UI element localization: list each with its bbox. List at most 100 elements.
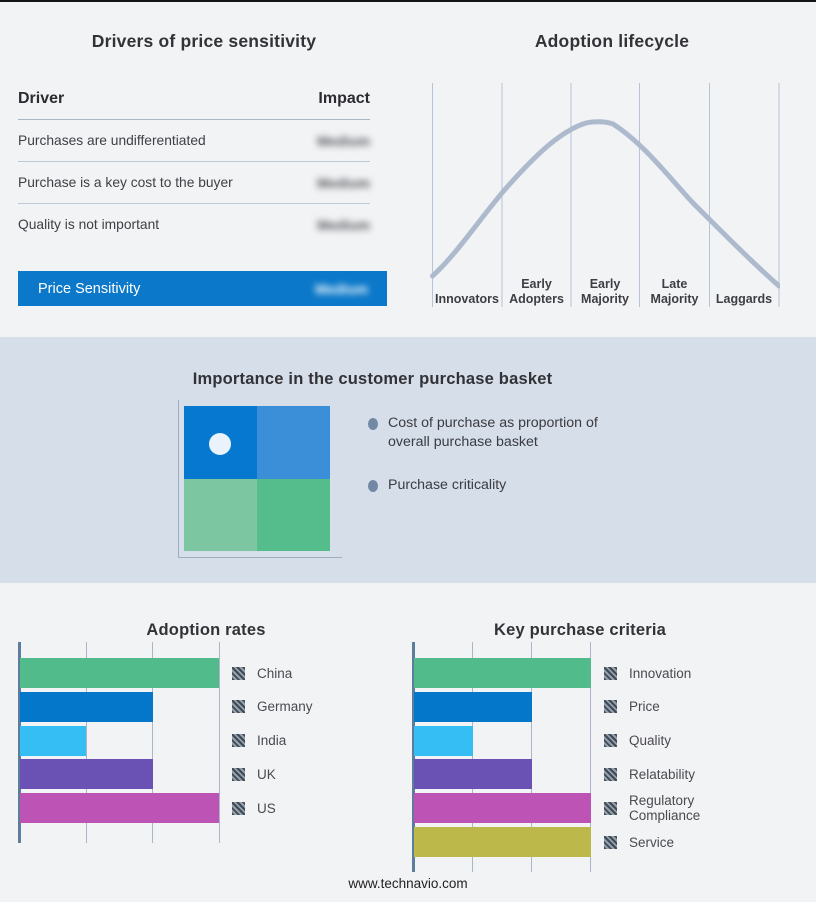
y-axis-line: [18, 642, 21, 843]
drivers-table-header: Driver Impact: [18, 90, 370, 120]
key-purchase-criteria-title: Key purchase criteria: [493, 620, 667, 639]
driver-name: Purchases are undifferentiated: [18, 133, 206, 148]
bar-innovation: [414, 658, 591, 688]
legend-item: Germany: [232, 692, 313, 722]
bullet-item: Cost of purchase as proportion of overal…: [368, 414, 638, 452]
legend-item: Innovation: [604, 658, 691, 688]
quadrant-cell-top-left: [184, 406, 257, 479]
drivers-panel-title: Drivers of price sensitivity: [91, 30, 317, 51]
impact-column-header: Impact: [318, 90, 370, 107]
price-sensitivity-row: Price Sensitivity Medium: [18, 271, 387, 306]
bar-regulatory-compliance: [414, 793, 591, 824]
hatch-swatch-icon: [604, 835, 617, 849]
gridline: [152, 642, 153, 843]
quadrant-cell-bottom-left: [184, 478, 257, 551]
quadrant-x-axis: [178, 557, 342, 558]
bar-relatability: [414, 759, 532, 790]
driver-table-row: Purchases are undifferentiated Medium: [18, 120, 370, 162]
bullet-item: Purchase criticality: [368, 476, 638, 495]
price-sensitivity-label: Price Sensitivity: [38, 280, 141, 297]
legend-label: China: [257, 665, 293, 681]
bar-service: [414, 827, 591, 857]
hatch-swatch-icon: [604, 734, 617, 748]
hatch-swatch-icon: [604, 666, 617, 680]
driver-column-header: Driver: [18, 90, 65, 107]
hatch-swatch-icon: [232, 767, 245, 781]
bullet-dot-icon: [368, 480, 378, 492]
legend-item: Regulatory Compliance: [604, 793, 700, 823]
driver-table-row: Purchase is a key cost to the buyer Mediu…: [18, 162, 370, 204]
impact-value: Medium: [317, 132, 370, 149]
lifecycle-stage-label: Laggards: [715, 292, 773, 306]
hatch-swatch-icon: [604, 700, 617, 714]
hatch-swatch-icon: [604, 767, 617, 781]
key-purchase-criteria-plot: [412, 642, 593, 872]
gridline: [86, 642, 87, 843]
legend-item: US: [232, 793, 276, 823]
driver-name: Quality is not important: [18, 217, 160, 232]
bar-quality: [414, 725, 473, 756]
gridline: [531, 642, 532, 872]
bar-china: [20, 658, 219, 688]
lifecycle-stage-label: Innovators: [435, 292, 499, 306]
basket-bullet-list: Cost of purchase as proportion of overal…: [368, 414, 638, 519]
legend-item: China: [232, 658, 292, 688]
lifecycle-stage-label: Late Majority: [650, 277, 699, 306]
legend-item: India: [232, 726, 286, 756]
bullet-text: Purchase criticality: [388, 477, 507, 493]
bullet-dot-icon: [368, 418, 378, 430]
legend-label: Germany: [257, 699, 313, 715]
impact-value: Medium: [317, 174, 370, 191]
impact-value: Medium: [317, 216, 370, 233]
legend-item: Quality: [604, 726, 671, 756]
purchase-basket-quadrant: [184, 406, 330, 551]
bar-india: [20, 725, 87, 756]
top-border-strip: [0, 0, 816, 2]
driver-table-row: Quality is not important Medium: [18, 204, 370, 245]
quadrant-y-axis: [178, 400, 179, 558]
bullet-text: Cost of purchase as proportion of overal…: [388, 415, 598, 450]
legend-label: Service: [629, 834, 675, 850]
bell-curve-graphic: [430, 83, 780, 307]
basket-panel-title: Importance in the customer purchase bask…: [192, 369, 553, 388]
price-sensitivity-impact-value: Medium: [315, 280, 368, 297]
adoption-rates-plot: [18, 642, 221, 843]
hatch-swatch-icon: [232, 734, 245, 748]
legend-item: Price: [604, 692, 660, 722]
legend-label: Innovation: [629, 665, 692, 681]
lifecycle-stage-label: Early Adopters: [509, 277, 564, 306]
quadrant-marker-dot: [209, 433, 231, 455]
hatch-swatch-icon: [232, 700, 245, 714]
legend-label: India: [257, 733, 287, 749]
adoption-lifecycle-chart: Innovators Early Adopters Early Majority La…: [428, 81, 780, 309]
quadrant-cell-bottom-right: [257, 478, 330, 551]
legend-label: Regulatory Compliance: [629, 793, 701, 824]
legend-label: Quality: [629, 733, 672, 749]
legend-label: US: [257, 800, 276, 816]
lifecycle-stage-label: Early Majority: [581, 277, 629, 306]
quadrant-cell-top-right: [257, 406, 330, 479]
purchase-basket-band: [0, 337, 816, 583]
hatch-swatch-icon: [232, 666, 245, 680]
y-axis-line: [412, 642, 415, 872]
gridline: [472, 642, 473, 872]
gridline: [590, 642, 591, 872]
legend-item: UK: [232, 759, 276, 789]
driver-name: Purchase is a key cost to the buyer: [18, 175, 233, 190]
adoption-rates-title: Adoption rates: [146, 620, 266, 639]
bar-price: [414, 691, 532, 722]
legend-item: Service: [604, 827, 674, 857]
hatch-swatch-icon: [232, 801, 245, 815]
gridline: [219, 642, 220, 843]
lifecycle-panel-title: Adoption lifecycle: [534, 30, 690, 51]
website-footer: www.technavio.com: [348, 876, 468, 891]
bar-uk: [20, 759, 153, 790]
legend-item: Relatability: [604, 759, 695, 789]
hatch-swatch-icon: [604, 801, 617, 815]
legend-label: UK: [257, 766, 276, 782]
bar-us: [20, 793, 219, 824]
legend-label: Price: [629, 699, 660, 715]
legend-label: Relatability: [629, 766, 696, 782]
bar-germany: [20, 691, 153, 722]
drivers-table: Driver Impact Purchases are undifferenti…: [18, 90, 370, 245]
